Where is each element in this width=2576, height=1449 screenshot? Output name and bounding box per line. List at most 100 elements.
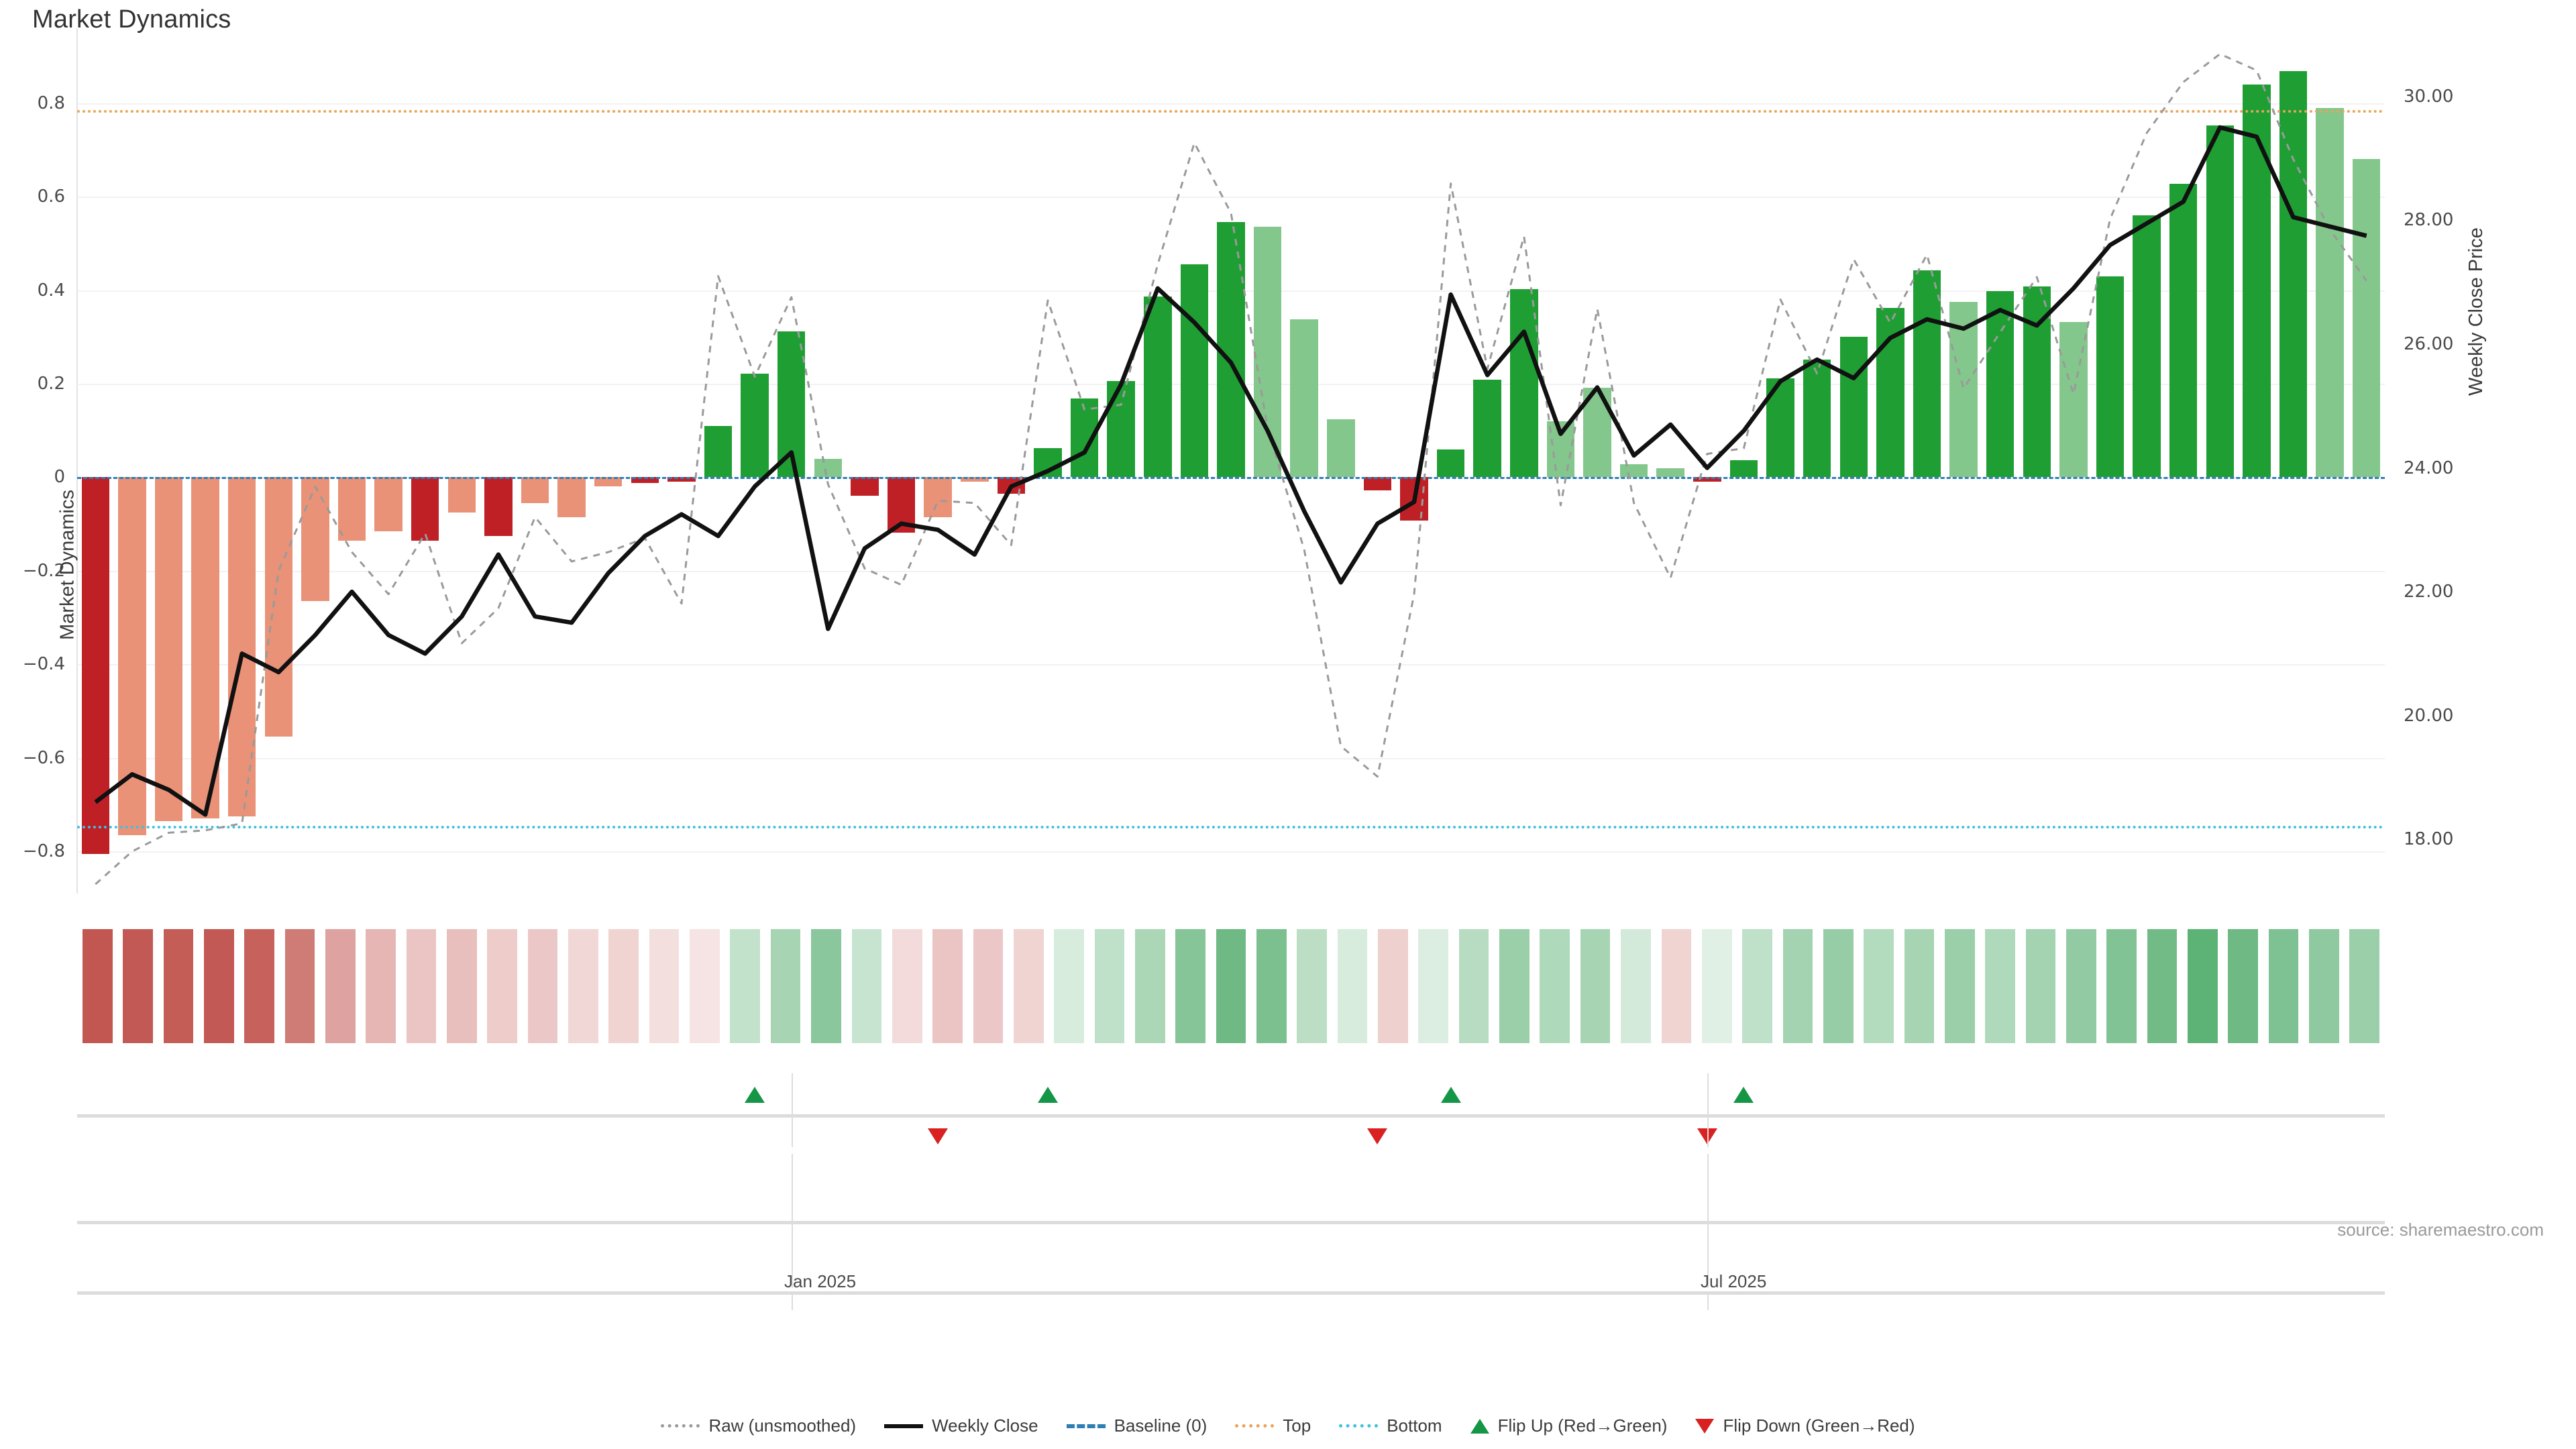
triangle-down-icon bbox=[1695, 1418, 1715, 1434]
heatmap-cell bbox=[568, 929, 598, 1043]
gridline bbox=[77, 664, 2385, 666]
bar bbox=[484, 477, 513, 536]
main-plot-area: 0.8 0.6 0.4 0.2 0 −0.2 −0.4 −0.6 −0.8 30.00 28.00… bbox=[23, 28, 2487, 894]
legend-item[interactable]: Top bbox=[1235, 1415, 1311, 1436]
heatmap-cell bbox=[1985, 929, 2015, 1043]
line-series bbox=[94, 52, 2367, 885]
bar bbox=[961, 477, 989, 482]
legend-label: Bottom bbox=[1387, 1415, 1442, 1436]
legend-item[interactable]: Bottom bbox=[1339, 1415, 1442, 1436]
heatmap-cell bbox=[123, 929, 153, 1043]
raw-unsmoothed-line bbox=[95, 52, 2367, 885]
bar bbox=[2096, 276, 2125, 478]
x-axis-tick bbox=[1707, 1291, 1709, 1310]
y-axis-right-tick-label: 20.00 bbox=[2404, 705, 2454, 726]
heatmap-cell bbox=[973, 929, 1004, 1043]
flip-axis-line bbox=[77, 1114, 2385, 1118]
bar bbox=[1363, 477, 1392, 490]
y-axis-left-tick-label: 0.2 bbox=[37, 374, 65, 394]
legend-item[interactable]: Flip Up (Red→Green) bbox=[1470, 1415, 1667, 1436]
heatmap-cell bbox=[527, 929, 558, 1043]
x-axis-tick-label: Jan 2025 bbox=[784, 1271, 857, 1291]
x-gridline bbox=[1707, 1154, 1709, 1288]
legend-swatch bbox=[1339, 1424, 1379, 1428]
flip-down-marker bbox=[1367, 1128, 1388, 1144]
heatmap-cell bbox=[892, 929, 922, 1043]
heatmap-cell bbox=[1540, 929, 1570, 1043]
bar bbox=[1180, 264, 1209, 478]
heatmap-cell bbox=[2106, 929, 2137, 1043]
bar bbox=[741, 373, 769, 478]
heatmap-cell bbox=[1782, 929, 1813, 1043]
bar bbox=[2279, 71, 2308, 478]
heatmap-cell bbox=[730, 929, 761, 1043]
flip-marker-panel bbox=[77, 1073, 2385, 1147]
heatmap-cell bbox=[406, 929, 437, 1043]
heatmap-cell bbox=[2147, 929, 2178, 1043]
y-axis-right-tick-label: 28.00 bbox=[2404, 210, 2454, 231]
legend-label: Raw (unsmoothed) bbox=[708, 1415, 857, 1436]
legend-item[interactable]: Weekly Close bbox=[884, 1415, 1038, 1436]
guide-rule-lower bbox=[77, 1291, 2385, 1295]
y-axis-right-tick-label: 30.00 bbox=[2404, 86, 2454, 107]
gridline bbox=[77, 197, 2385, 199]
gridline bbox=[77, 851, 2385, 853]
heatmap-cell bbox=[1499, 929, 1529, 1043]
flip-down-marker bbox=[928, 1128, 949, 1144]
x-axis-tick bbox=[791, 1291, 793, 1310]
heatmap-cell bbox=[325, 929, 356, 1043]
page-title: Market Dynamics bbox=[32, 5, 231, 34]
bar bbox=[2316, 107, 2344, 478]
legend-item[interactable]: Baseline (0) bbox=[1066, 1415, 1208, 1436]
bar bbox=[1436, 449, 1465, 478]
bar bbox=[851, 477, 879, 496]
y-axis-left-tick-label: −0.8 bbox=[22, 841, 65, 862]
flip-up-marker bbox=[1733, 1087, 1754, 1103]
heatmap-cell bbox=[1864, 929, 1894, 1043]
heatmap-cell bbox=[1458, 929, 1489, 1043]
bar bbox=[191, 477, 219, 819]
gridline bbox=[77, 103, 2385, 105]
bar bbox=[1144, 297, 1172, 478]
heatmap-cell bbox=[1216, 929, 1246, 1043]
legend-label: Top bbox=[1283, 1415, 1311, 1436]
legend-item[interactable]: Flip Down (Green→Red) bbox=[1695, 1415, 1915, 1436]
bar bbox=[1949, 301, 1978, 478]
bar bbox=[1803, 359, 1831, 478]
legend-item[interactable]: Raw (unsmoothed) bbox=[661, 1415, 856, 1436]
heatmap-cell bbox=[1944, 929, 1975, 1043]
heatmap-cell bbox=[1418, 929, 1449, 1043]
heatmap-cell bbox=[284, 929, 315, 1043]
heatmap-cell bbox=[1054, 929, 1084, 1043]
heatmap-cell bbox=[487, 929, 517, 1043]
heatmap-cell bbox=[608, 929, 639, 1043]
heatmap-cell bbox=[2268, 929, 2299, 1043]
bar bbox=[227, 477, 256, 816]
x-gridline bbox=[1707, 1073, 1709, 1147]
bar bbox=[264, 477, 293, 737]
heatmap-cell bbox=[1580, 929, 1611, 1043]
y-axis-right-tick-label: 22.00 bbox=[2404, 582, 2454, 602]
bar bbox=[1839, 337, 1868, 478]
heatmap-cell bbox=[1013, 929, 1044, 1043]
heatmap-cell bbox=[2025, 929, 2056, 1043]
y-axis-left-tick-label: −0.2 bbox=[22, 560, 65, 581]
reference-line bbox=[77, 825, 2385, 828]
heatmap-cell bbox=[1904, 929, 1935, 1043]
chart-legend: Raw (unsmoothed) Weekly Close Baseline (0)… bbox=[0, 1415, 2576, 1436]
bar bbox=[1986, 290, 2015, 478]
y-axis-left-title: Market Dynamics bbox=[56, 490, 78, 640]
y-axis-right-tick-label: 18.00 bbox=[2404, 829, 2454, 850]
heatmap-cell bbox=[1701, 929, 1732, 1043]
heatmap-cell bbox=[2349, 929, 2380, 1043]
legend-label: Baseline (0) bbox=[1114, 1415, 1208, 1436]
heatmap-cell bbox=[1297, 929, 1328, 1043]
y-axis-right-tick-label: 26.00 bbox=[2404, 333, 2454, 354]
y-axis-left-tick-label: −0.6 bbox=[22, 747, 65, 768]
y-axis-right-title: Weekly Close Price bbox=[2465, 227, 2487, 396]
legend-swatch bbox=[1235, 1424, 1275, 1428]
heatmap-cell bbox=[1175, 929, 1205, 1043]
bar bbox=[1473, 380, 1501, 478]
heatmap-cell bbox=[366, 929, 396, 1043]
heatmap-cell bbox=[1621, 929, 1651, 1043]
